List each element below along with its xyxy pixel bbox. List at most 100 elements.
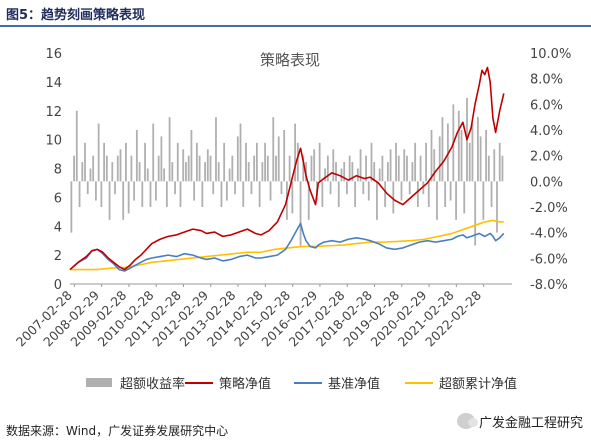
excess-return-bar (335, 162, 337, 182)
excess-return-bar (234, 181, 236, 195)
excess-return-bar (149, 181, 152, 207)
excess-return-bar (359, 149, 362, 182)
excess-return-bar (201, 181, 204, 207)
excess-return-bar (294, 123, 296, 182)
excess-return-bar (351, 162, 354, 182)
excess-return-bar (187, 155, 190, 182)
excess-return-bar (485, 130, 487, 182)
excess-return-bar (356, 168, 359, 182)
y-tick-label: 0 (54, 278, 62, 293)
y-tick-label: 8 (54, 163, 62, 178)
excess-return-bar (376, 181, 378, 220)
excess-return-bar (307, 181, 310, 220)
excess-return-bar (496, 181, 498, 233)
excess-return-bar (490, 181, 493, 207)
excess-return-bar (195, 142, 198, 182)
y-tick-label: 12 (45, 105, 62, 120)
excess-return-bar (321, 181, 324, 207)
watermark: 广发金融工程研究 (456, 411, 583, 431)
excess-return-bar (264, 142, 266, 182)
excess-return-bar (78, 181, 81, 207)
excess-return-bar (176, 142, 179, 182)
excess-return-bar (444, 181, 447, 207)
y2-tick-label: -6.0% (530, 252, 568, 267)
y2-tick-label: 8.0% (530, 73, 563, 88)
excess-return-bar (403, 149, 406, 182)
excess-return-bar (165, 181, 168, 207)
excess-return-bar (288, 155, 291, 182)
excess-return-bar (193, 181, 196, 201)
excess-return-bar (258, 181, 261, 207)
excess-return-bar (386, 162, 389, 182)
excess-return-bar (324, 168, 326, 182)
excess-return-bar (337, 181, 340, 207)
y2-tick-label: -8.0% (530, 278, 568, 293)
excess-return-bar (449, 181, 452, 201)
excess-return-bar (416, 181, 419, 207)
excess-return-bar (400, 181, 403, 201)
excess-return-bar (414, 142, 417, 182)
excess-return-bar (86, 181, 89, 195)
excess-return-bar (477, 117, 479, 182)
excess-return-bar (299, 181, 302, 246)
excess-return-bar (81, 162, 84, 182)
excess-return-bar (302, 155, 305, 182)
excess-return-bar (206, 149, 209, 182)
excess-return-bar (70, 181, 73, 233)
legend-label: 策略净值 (219, 376, 271, 392)
watermark-text: 广发金融工程研究 (478, 415, 583, 431)
excess-return-bar (190, 130, 193, 182)
excess-return-bar (479, 136, 482, 182)
data-source-note: 数据来源：Wind，广发证券发展研究中心 (6, 424, 229, 438)
excess-return-bar (171, 162, 174, 182)
excess-return-bar (133, 181, 136, 201)
y2-tick-label: -2.0% (530, 201, 568, 216)
excess-return-bar (100, 181, 103, 207)
excess-return-bar (411, 162, 414, 182)
excess-return-bar (212, 181, 215, 195)
excess-return-bar (253, 155, 256, 182)
excess-return-bar (389, 149, 392, 182)
excess-return-bar (179, 181, 182, 207)
excess-return-bar (291, 181, 294, 214)
excess-return-bar (146, 168, 149, 182)
excess-return-bar (436, 181, 438, 220)
excess-return-bar (326, 155, 329, 182)
excess-return-bar (310, 155, 313, 182)
legend-label: 超额收益率 (120, 376, 185, 392)
excess-return-bar (209, 155, 212, 182)
excess-return-bar (73, 155, 75, 182)
excess-return-bar (269, 181, 272, 201)
excess-return-bar (283, 130, 286, 182)
figure-title: 图5：趋势刻画策略表现 (6, 8, 146, 23)
title-divider (0, 25, 591, 27)
legend-label: 基准净值 (328, 376, 380, 392)
excess-return-bar (367, 181, 370, 201)
excess-return-bar (392, 181, 395, 214)
excess-return-bar (275, 155, 277, 182)
excess-return-bar (108, 181, 111, 220)
excess-return-bar (280, 181, 283, 195)
excess-return-bar (340, 168, 343, 182)
excess-return-bar (127, 181, 130, 214)
excess-return-bar (256, 142, 258, 182)
y2-tick-label: 2.0% (530, 150, 563, 165)
excess-return-bar (92, 155, 95, 182)
y2-tick-label: 0.0% (530, 175, 563, 190)
excess-return-bar (231, 155, 234, 182)
y-tick-label: 6 (54, 191, 62, 206)
excess-return-bar (493, 149, 496, 182)
excess-return-bar (365, 155, 367, 182)
excess-return-bar (441, 117, 444, 182)
y-tick-label: 10 (45, 134, 62, 149)
excess-return-bar (373, 162, 376, 182)
excess-return-bar (185, 162, 187, 182)
excess-return-bar (198, 155, 201, 182)
excess-return-bar (223, 142, 226, 182)
excess-return-bar (168, 117, 171, 182)
excess-return-bar (438, 136, 441, 182)
y2-tick-label: -4.0% (530, 227, 568, 242)
excess-return-bar (455, 181, 457, 220)
excess-return-bar (245, 142, 247, 182)
excess-return-bar (381, 155, 384, 182)
